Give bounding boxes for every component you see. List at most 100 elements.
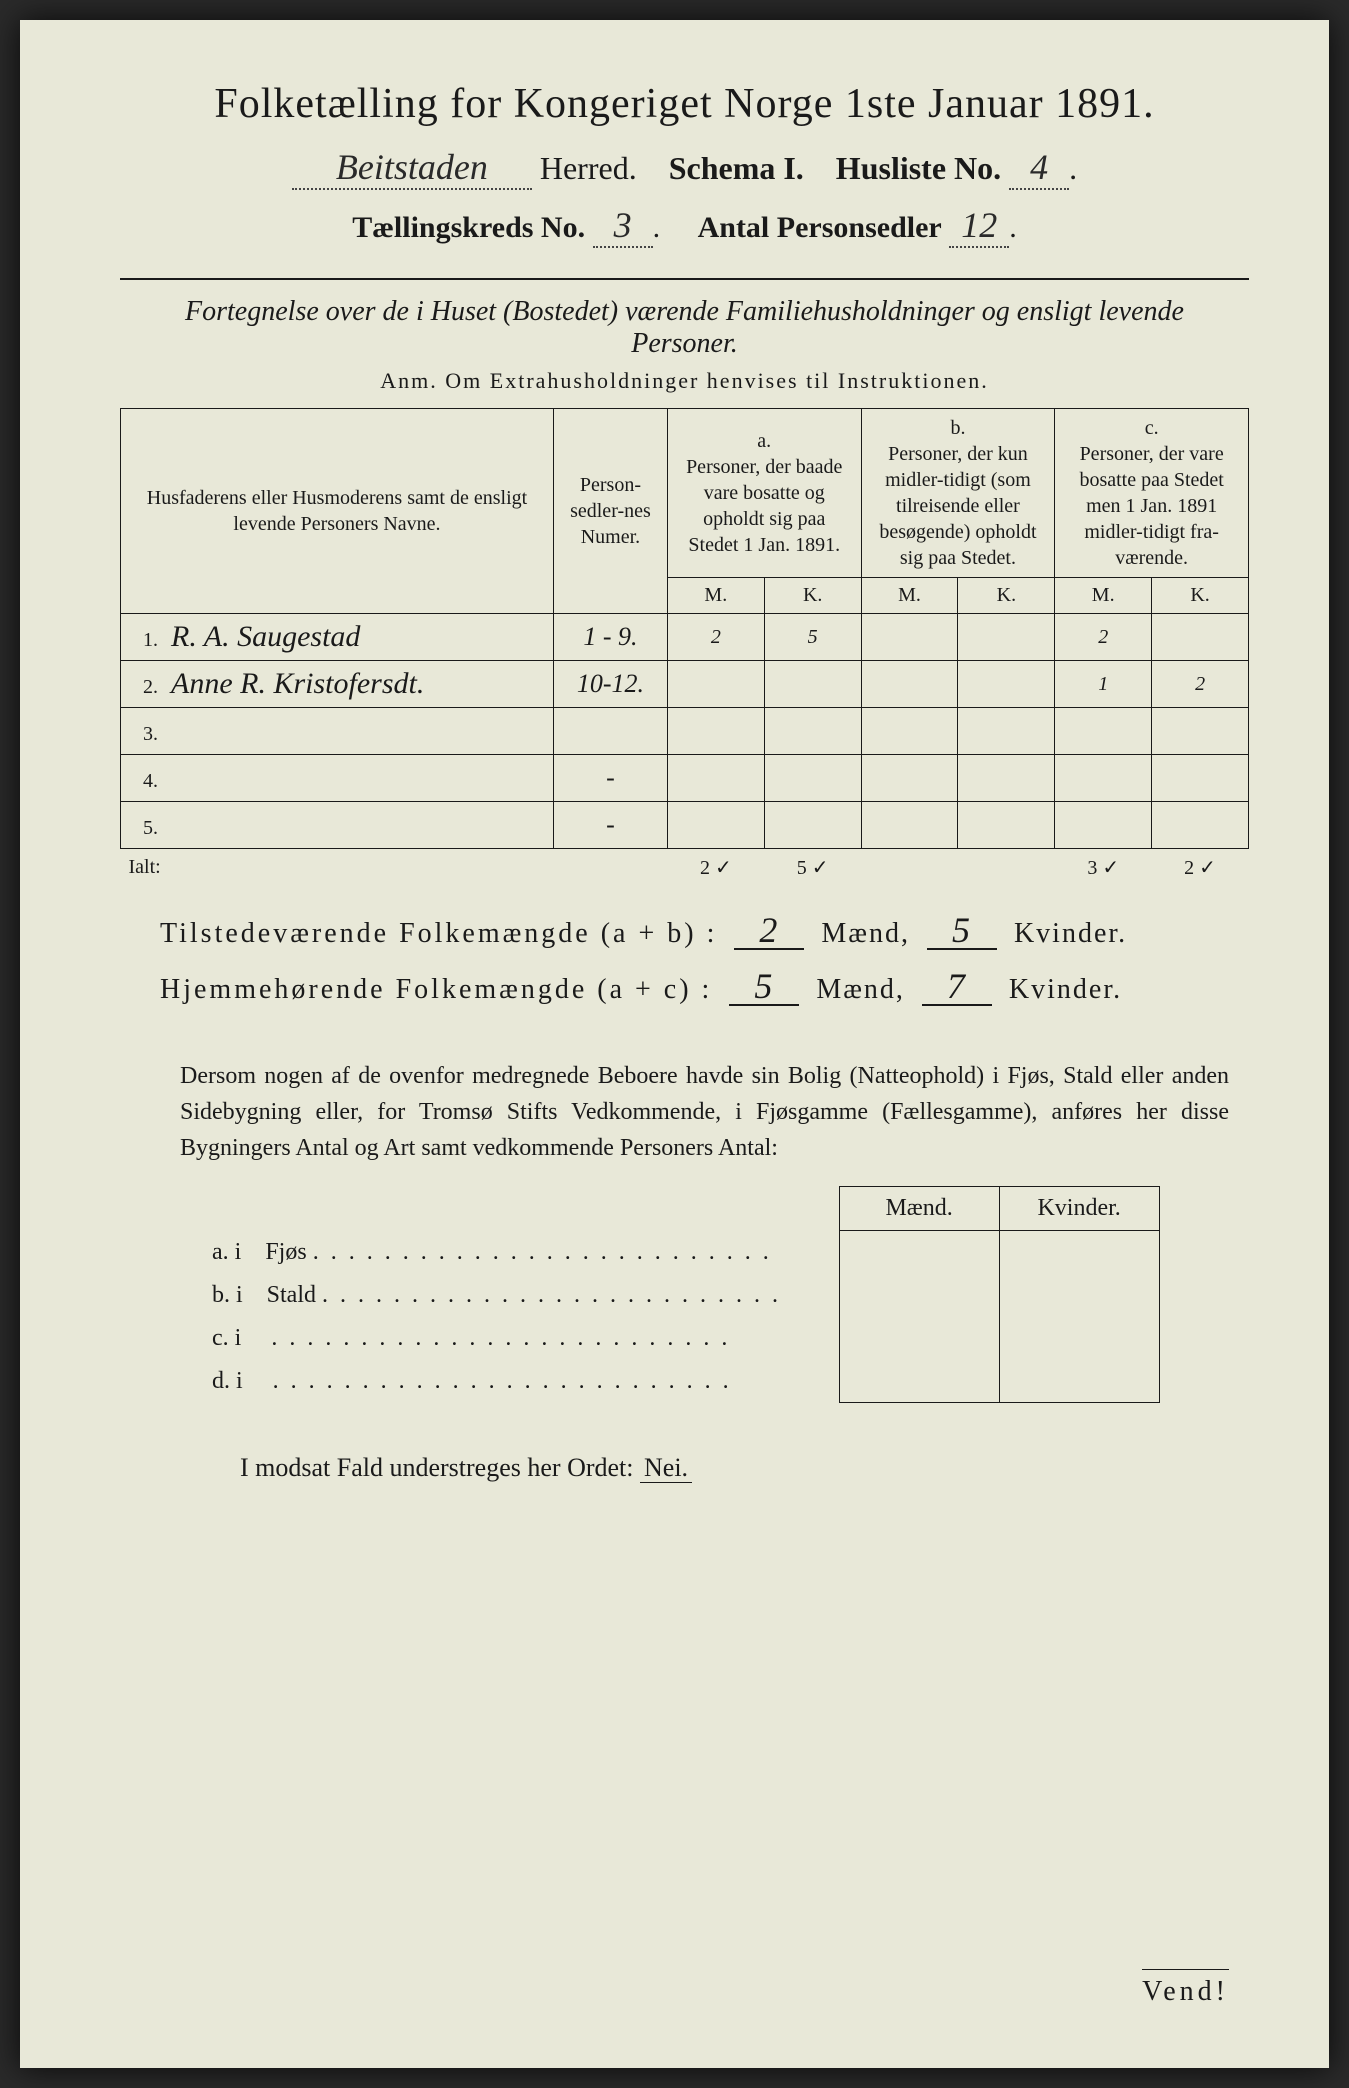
row-c-m: 2 <box>1055 614 1152 661</box>
household-table: Husfaderens eller Husmoderens samt de en… <box>120 408 1249 886</box>
ialt-blank <box>553 849 667 887</box>
header-line-3: Tællingskreds No. 3. Antal Personsedler … <box>120 204 1249 248</box>
table-row: 1. R. A. Saugestad1 - 9.252 <box>121 614 1249 661</box>
summary-1-label: Tilstedeværende Folkemængde (a + b) : <box>160 918 717 949</box>
row-a-m <box>667 802 764 849</box>
row-a-m: 2 <box>667 614 764 661</box>
ialt-a-m: 2 ✓ <box>667 849 764 887</box>
sub-h-k: Kvinder. <box>999 1187 1159 1231</box>
personsedler-no-field: 12 <box>949 204 1009 248</box>
sub-row-label: d. i . . . . . . . . . . . . . . . . . .… <box>200 1360 839 1403</box>
col-header-b-top: b. Personer, der kun midler-tidigt (som … <box>861 409 1055 578</box>
summary-line-1: Tilstedeværende Folkemængde (a + b) : 2 … <box>160 906 1249 962</box>
col-c-k: K. <box>1152 578 1249 614</box>
ialt-c-m: 3 ✓ <box>1055 849 1152 887</box>
building-subtable: Mænd. Kvinder. a. i Fjøs . . . . . . . .… <box>200 1186 1160 1403</box>
col-a-m: M. <box>667 578 764 614</box>
row-index: 1. R. A. Saugestad <box>121 614 554 661</box>
row-a-k <box>764 661 861 708</box>
row-a-m <box>667 755 764 802</box>
row-num-range: - <box>553 755 667 802</box>
sub-row-k <box>999 1360 1159 1403</box>
row-c-m <box>1055 755 1152 802</box>
col-a-text: Personer, der baade vare bosatte og opho… <box>676 454 853 558</box>
ialt-label: Ialt: <box>121 849 554 887</box>
col-a-k: K. <box>764 578 861 614</box>
row-c-k <box>1152 614 1249 661</box>
subtable-row: a. i Fjøs . . . . . . . . . . . . . . . … <box>200 1231 1159 1274</box>
kreds-no-field: 3 <box>593 204 653 248</box>
subtable-row: d. i . . . . . . . . . . . . . . . . . .… <box>200 1360 1159 1403</box>
census-form-page: Folketælling for Kongeriget Norge 1ste J… <box>20 20 1329 2068</box>
personsedler-label: Antal Personsedler <box>698 211 942 244</box>
row-a-k <box>764 802 861 849</box>
row-b-k <box>958 755 1055 802</box>
col-a-letter: a. <box>676 428 853 454</box>
row-a-k: 5 <box>764 614 861 661</box>
col-header-name: Husfaderens eller Husmoderens samt de en… <box>121 409 554 614</box>
row-b-k <box>958 614 1055 661</box>
sub-row-k <box>999 1317 1159 1360</box>
sub-row-k <box>999 1231 1159 1274</box>
row-c-m: 1 <box>1055 661 1152 708</box>
sub-row-label: b. i Stald . . . . . . . . . . . . . . .… <box>200 1274 839 1317</box>
table-row: 4. - <box>121 755 1249 802</box>
row-index: 3. <box>121 708 554 755</box>
page-title: Folketælling for Kongeriget Norge 1ste J… <box>120 80 1249 128</box>
herred-name-field: Beitstaden <box>292 146 532 190</box>
sub-row-m <box>839 1274 999 1317</box>
row-c-m <box>1055 802 1152 849</box>
row-b-m <box>861 614 958 661</box>
sub-row-m <box>839 1317 999 1360</box>
col-b-text: Personer, der kun midler-tidigt (som til… <box>870 441 1047 571</box>
subtable-row: b. i Stald . . . . . . . . . . . . . . .… <box>200 1274 1159 1317</box>
ialt-b-m <box>861 849 958 887</box>
ialt-row: Ialt: 2 ✓ 5 ✓ 3 ✓ 2 ✓ <box>121 849 1249 887</box>
row-a-k <box>764 755 861 802</box>
col-header-c-top: c. Personer, der vare bosatte paa Stedet… <box>1055 409 1249 578</box>
col-c-text: Personer, der vare bosatte paa Stedet me… <box>1063 441 1240 571</box>
row-c-m <box>1055 708 1152 755</box>
summary-2-label: Hjemmehørende Folkemængde (a + c) : <box>160 974 712 1005</box>
sub-h-m: Mænd. <box>839 1187 999 1231</box>
form-subtitle: Fortegnelse over de i Huset (Bostedet) v… <box>120 296 1249 360</box>
kreds-label: Tællingskreds No. <box>352 211 585 244</box>
ialt-b-k <box>958 849 1055 887</box>
row-b-m <box>861 802 958 849</box>
sub-row-m <box>839 1231 999 1274</box>
col-c-m: M. <box>1055 578 1152 614</box>
ialt-a-k: 5 ✓ <box>764 849 861 887</box>
row-c-k <box>1152 802 1249 849</box>
header-line-2: Beitstaden Herred. Schema I. Husliste No… <box>120 146 1249 190</box>
row-b-k <box>958 708 1055 755</box>
anm-note: Anm. Om Extrahusholdninger henvises til … <box>120 368 1249 394</box>
nei-pre: I modsat Fald understreges her Ordet: <box>240 1453 634 1482</box>
row-b-m <box>861 661 958 708</box>
row-a-m <box>667 708 764 755</box>
vend-label: Vend! <box>1142 1969 1229 2008</box>
row-a-m <box>667 661 764 708</box>
row-index: 2. Anne R. Kristofersdt. <box>121 661 554 708</box>
table-row: 2. Anne R. Kristofersdt.10-12.12 <box>121 661 1249 708</box>
col-b-letter: b. <box>870 415 1047 441</box>
sub-row-m <box>839 1360 999 1403</box>
schema-label: Schema I. <box>669 150 804 186</box>
sub-row-label: a. i Fjøs . . . . . . . . . . . . . . . … <box>200 1231 839 1274</box>
sub-row-k <box>999 1274 1159 1317</box>
row-a-k <box>764 708 861 755</box>
ialt-c-k: 2 ✓ <box>1152 849 1249 887</box>
divider <box>120 278 1249 280</box>
table-row: 3. <box>121 708 1249 755</box>
summary-2-k: 7 <box>922 968 992 1006</box>
summary-2-m: 5 <box>729 968 799 1006</box>
summary-2-mid: Mænd, <box>816 974 905 1005</box>
row-num-range: 1 - 9. <box>553 614 667 661</box>
summary-line-2: Hjemmehørende Folkemængde (a + c) : 5 Mæ… <box>160 962 1249 1018</box>
col-header-a-top: a. Personer, der baade vare bosatte og o… <box>667 409 861 578</box>
building-paragraph: Dersom nogen af de ovenfor medregnede Be… <box>180 1058 1229 1166</box>
row-b-k <box>958 802 1055 849</box>
row-index: 5. <box>121 802 554 849</box>
row-b-k <box>958 661 1055 708</box>
row-b-m <box>861 755 958 802</box>
husliste-label: Husliste No. <box>836 150 1001 186</box>
